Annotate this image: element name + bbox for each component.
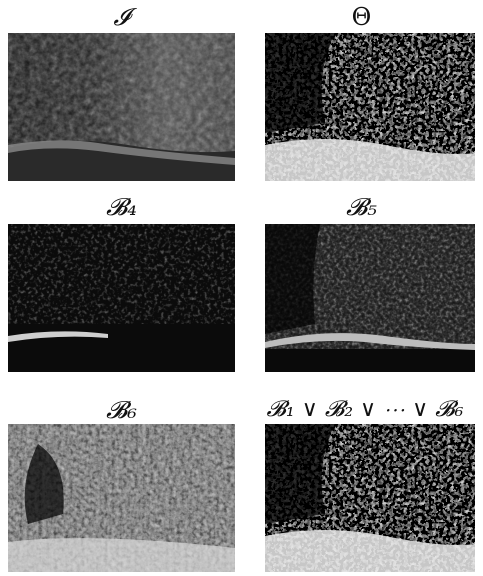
caption-bitplane-union: 𝓑₁ ∨ 𝓑₂ ∨ ⋯ ∨ 𝓑₆ — [266, 397, 464, 422]
caption-original-image: 𝓘 — [113, 3, 130, 31]
caption-bitplane-6: 𝓑₆ — [106, 396, 137, 424]
threshold-panel — [265, 33, 475, 181]
original-image-panel — [8, 33, 235, 181]
caption-threshold: Θ — [351, 3, 372, 31]
bitplane-4-panel — [8, 224, 235, 372]
bitplane-5-panel — [265, 224, 475, 372]
bitplane-6-panel — [8, 424, 235, 572]
caption-bitplane-4: 𝓑₄ — [106, 193, 137, 221]
bitplane-union-panel — [265, 424, 475, 572]
caption-bitplane-5: 𝓑₅ — [346, 193, 377, 221]
